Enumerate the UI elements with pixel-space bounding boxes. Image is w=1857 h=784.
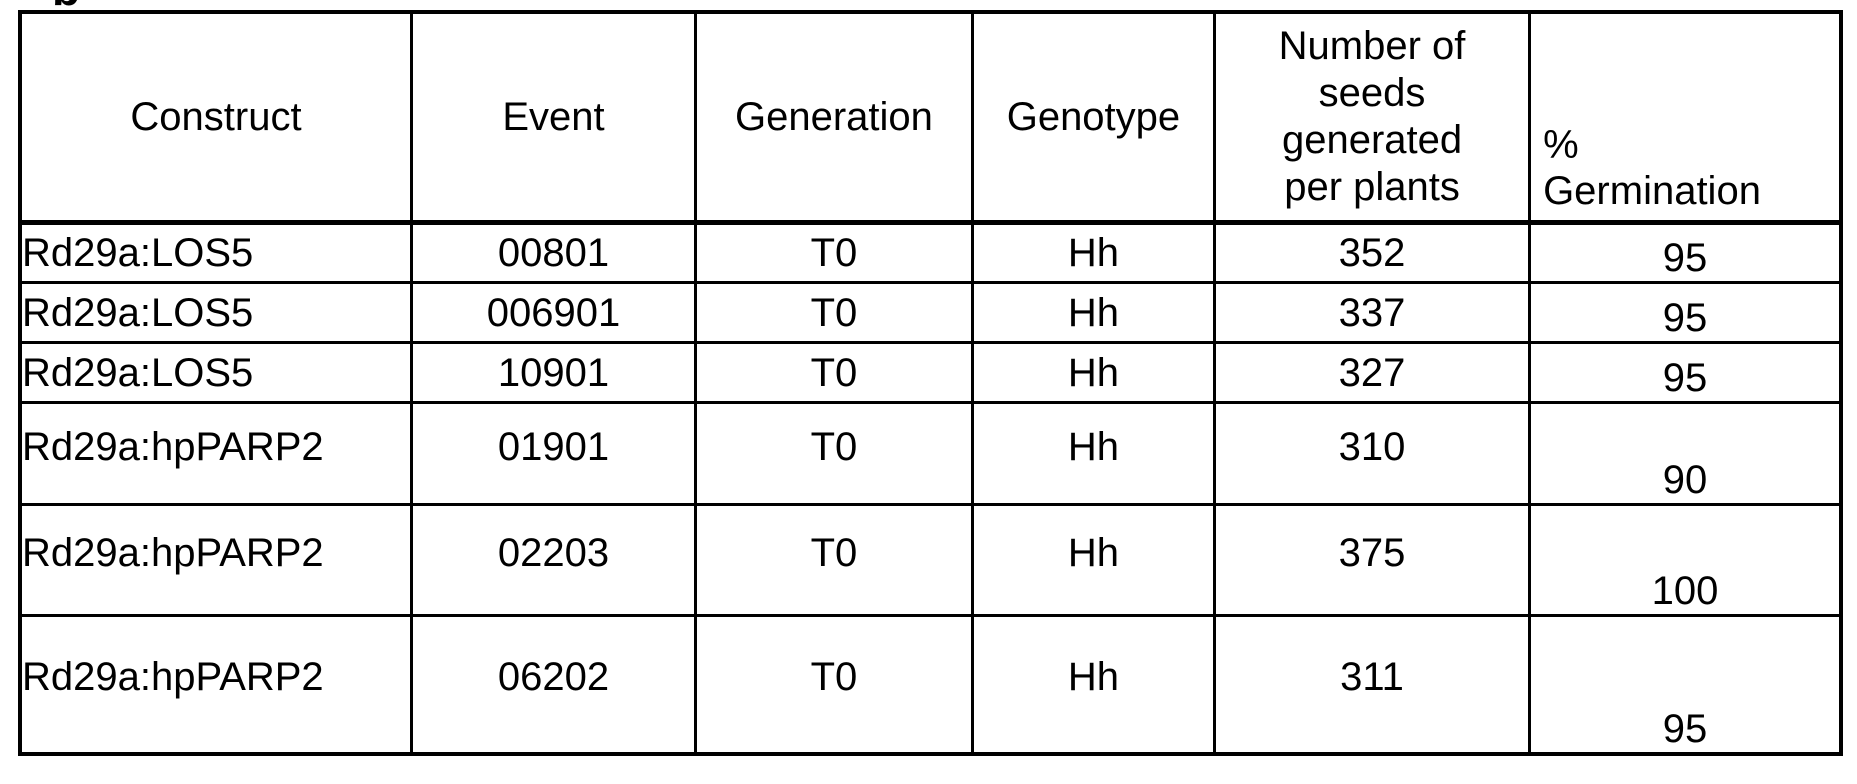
cell-generation: T0 xyxy=(694,503,974,617)
column-header-label: Construct xyxy=(130,95,302,139)
column-header-label: Generation xyxy=(734,95,933,139)
cell-germination: 90 xyxy=(1528,401,1843,506)
cell-seeds: 375 xyxy=(1213,503,1532,617)
cell-generation: T0 xyxy=(694,341,974,404)
cell-seeds: 311 xyxy=(1213,614,1532,755)
cell-germination: 95 xyxy=(1528,341,1843,404)
cell-genotype: Hh xyxy=(970,614,1217,755)
cell-event: 01901 xyxy=(409,401,698,506)
cell-genotype: Hh xyxy=(970,401,1217,506)
header-row: Construct Event Generation Genotype Numb… xyxy=(18,10,1843,225)
cell-event: 006901 xyxy=(409,281,698,344)
column-header-percent-germination: % Germination xyxy=(1528,10,1843,225)
cell-germination: 95 xyxy=(1528,614,1843,755)
table-row: Rd29a:hpPARP2 02203 T0 Hh 375 100 xyxy=(18,503,1843,617)
cell-generation: T0 xyxy=(694,281,974,344)
column-header-seeds-per-plant: Number of seeds generated per plants xyxy=(1213,10,1532,225)
table-row: Rd29a:LOS5 10901 T0 Hh 327 95 xyxy=(18,341,1843,404)
cell-event: 10901 xyxy=(409,341,698,404)
table-row: Rd29a:LOS5 006901 T0 Hh 337 95 xyxy=(18,281,1843,344)
column-header-generation: Generation xyxy=(694,10,974,225)
cell-construct: Rd29a:hpPARP2 xyxy=(18,614,413,755)
cell-construct: Rd29a:LOS5 xyxy=(18,221,413,284)
cell-event: 06202 xyxy=(409,614,698,755)
cell-generation: T0 xyxy=(694,221,974,284)
column-header-label: Genotype xyxy=(1006,95,1181,139)
table-body: Rd29a:LOS5 00801 T0 Hh 352 95 Rd29a:LOS5… xyxy=(18,221,1843,755)
table-row: Rd29a:hpPARP2 01901 T0 Hh 310 90 xyxy=(18,401,1843,506)
column-header-label-line: Number of xyxy=(1278,24,1466,69)
table-row: Rd29a:hpPARP2 06202 T0 Hh 311 95 xyxy=(18,614,1843,755)
cell-seeds: 327 xyxy=(1213,341,1532,404)
cell-construct: Rd29a:LOS5 xyxy=(18,281,413,344)
column-header-construct: Construct xyxy=(18,10,413,225)
cell-seeds: 352 xyxy=(1213,221,1532,284)
column-header-label-line: seeds xyxy=(1318,71,1426,116)
germination-results-table: Construct Event Generation Genotype Numb… xyxy=(18,10,1843,756)
column-header-label-line: Germination xyxy=(1543,169,1761,213)
cell-generation: T0 xyxy=(694,614,974,755)
column-header-event: Event xyxy=(409,10,698,225)
cell-event: 00801 xyxy=(409,221,698,284)
cell-genotype: Hh xyxy=(970,341,1217,404)
cell-construct: Rd29a:hpPARP2 xyxy=(18,503,413,617)
cell-genotype: Hh xyxy=(970,221,1217,284)
table-header: Construct Event Generation Genotype Numb… xyxy=(18,10,1843,225)
table-row: Rd29a:LOS5 00801 T0 Hh 352 95 xyxy=(18,221,1843,284)
column-header-label-line: per plants xyxy=(1284,164,1460,209)
cell-germination: 95 xyxy=(1528,281,1843,344)
cell-generation: T0 xyxy=(694,401,974,506)
cell-germination: 100 xyxy=(1528,503,1843,617)
cell-construct: Rd29a:hpPARP2 xyxy=(18,401,413,506)
cell-construct: Rd29a:LOS5 xyxy=(18,341,413,404)
column-header-label: Event xyxy=(502,95,605,139)
column-header-genotype: Genotype xyxy=(970,10,1217,225)
cell-germination: 95 xyxy=(1528,221,1843,284)
column-header-label-line: generated xyxy=(1281,118,1463,162)
cell-genotype: Hh xyxy=(970,503,1217,617)
cell-seeds: 337 xyxy=(1213,281,1532,344)
cell-event: 02203 xyxy=(409,503,698,617)
column-header-label-line: % xyxy=(1543,123,1579,167)
figure-label: b xyxy=(52,0,80,12)
cell-genotype: Hh xyxy=(970,281,1217,344)
cell-seeds: 310 xyxy=(1213,401,1532,506)
